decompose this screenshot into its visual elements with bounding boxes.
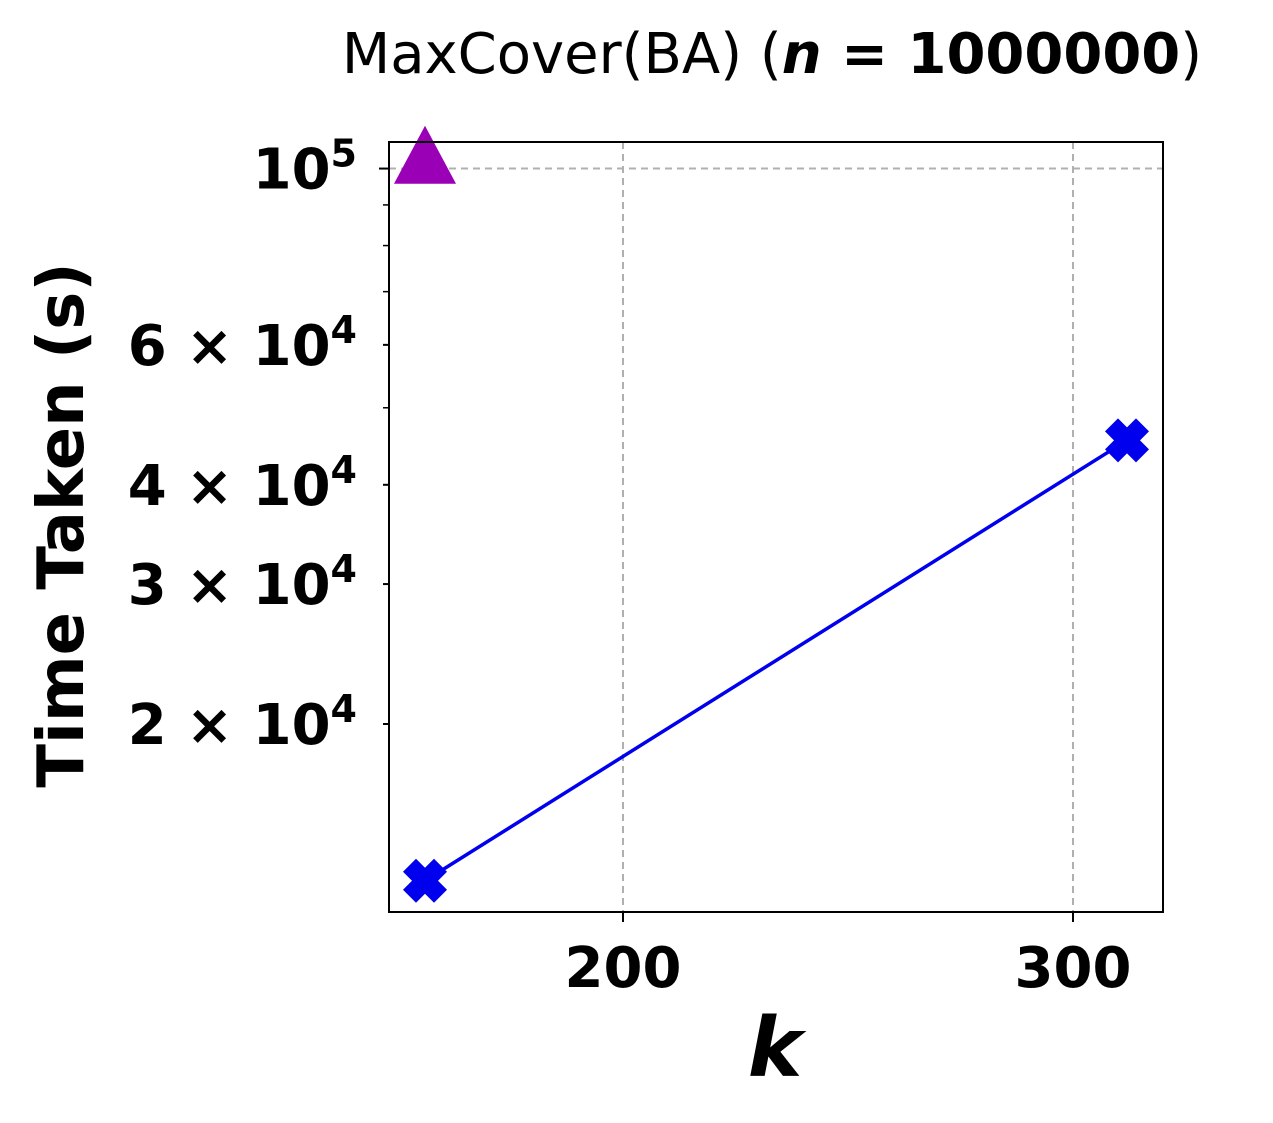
plot-series <box>394 125 1149 903</box>
x-tick-label: 300 <box>1015 936 1132 1001</box>
y-tick-times: × <box>167 693 253 758</box>
y-tick-times: × <box>167 553 253 618</box>
y-tick-exponent: 4 <box>331 687 357 731</box>
y-tick-base: 10 <box>253 693 331 758</box>
y-tick-base: 10 <box>253 553 331 618</box>
y-tick-label: 2 × 104 <box>128 687 357 758</box>
triangle-marker <box>394 125 456 184</box>
y-tick-exponent: 4 <box>331 547 357 591</box>
y-tick-label: 105 <box>253 132 357 203</box>
chart-title-prefix: MaxCover(BA) ( <box>342 22 782 87</box>
y-tick-exponent: 4 <box>331 448 357 492</box>
y-tick-mantissa: 6 <box>128 314 167 379</box>
y-tick-base: 10 <box>253 314 331 379</box>
y-tick-mantissa: 4 <box>128 454 167 519</box>
x-marker <box>1105 418 1149 463</box>
y-tick-exponent: 4 <box>331 308 357 352</box>
y-tick-base: 10 <box>253 454 331 519</box>
chart-title: MaxCover(BA) (n = 1000000) <box>342 22 1202 87</box>
y-tick-mantissa: 2 <box>128 693 167 758</box>
grid-lines <box>389 142 1163 912</box>
y-tick-label: 6 × 104 <box>128 308 357 379</box>
y-tick-times: × <box>167 454 253 519</box>
y-tick-exponent: 5 <box>331 132 357 176</box>
y-tick-label: 3 × 104 <box>128 547 357 618</box>
x-tick-label: 200 <box>565 936 682 1001</box>
chart-title-suffix: ) <box>1180 22 1202 87</box>
chart-title-equation: = 1000000 <box>822 22 1181 87</box>
y-tick-times: × <box>167 314 253 379</box>
y-tick-label: 4 × 104 <box>128 448 357 519</box>
y-tick-mantissa: 3 <box>128 553 167 618</box>
plot-frame <box>388 141 1164 913</box>
y-tick-base: 10 <box>253 138 331 203</box>
chart-title-variable: n <box>782 22 822 87</box>
x-axis-label: k <box>748 1001 807 1096</box>
x-marker <box>403 858 447 903</box>
y-axis-label: Time Taken (s) <box>25 262 99 787</box>
series-line <box>424 438 1128 883</box>
